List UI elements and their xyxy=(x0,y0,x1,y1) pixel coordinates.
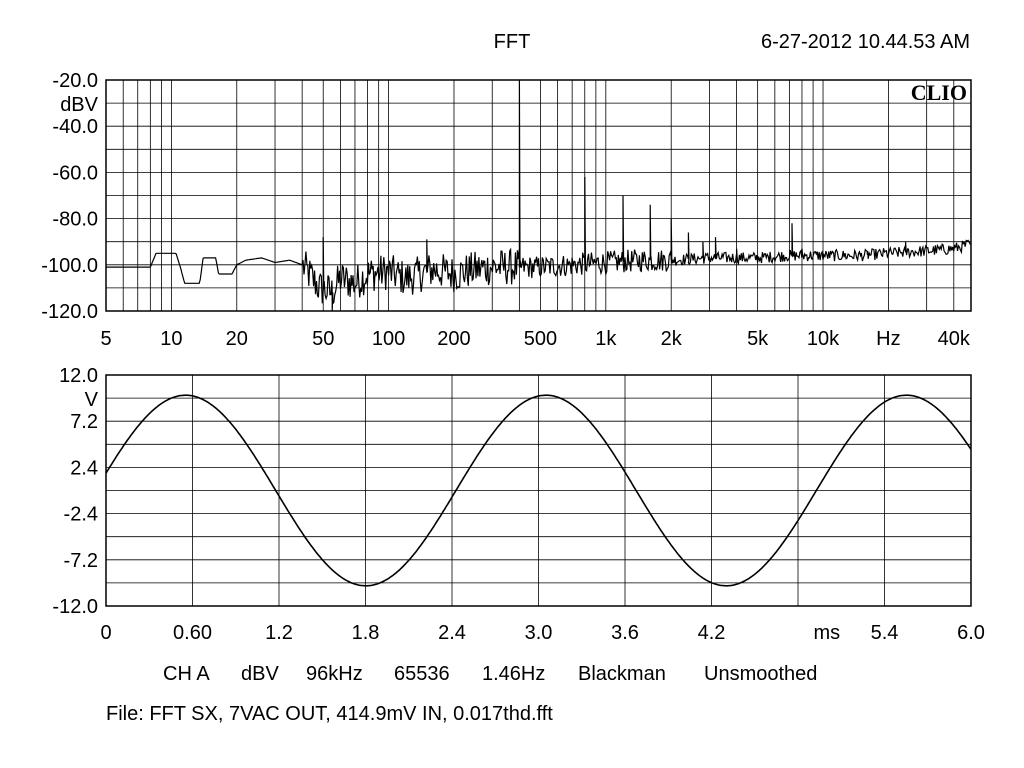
clio-logo: CLIO xyxy=(911,80,967,105)
waveform-x-tick-label: 1.2 xyxy=(265,622,293,644)
spectrum-frame xyxy=(105,79,972,312)
spectrum-y-tick-label: -20.0 xyxy=(52,70,98,92)
spectrum-y-ticks: -20.0 -40.0 -60.0 -80.0 -100.0 -120.0 xyxy=(41,70,98,323)
waveform-y-tick-label: 12.0 xyxy=(59,365,98,387)
waveform-frame xyxy=(105,374,972,607)
waveform-y-ticks: 12.0 7.2 2.4 -2.4 -7.2 -12.0 xyxy=(52,365,98,618)
waveform-y-tick-label: 2.4 xyxy=(70,457,98,479)
waveform-x-tick-label: 3.0 xyxy=(525,622,553,644)
spectrum-y-tick-label: -100.0 xyxy=(41,255,98,277)
spectrum-x-tick-label: 40k xyxy=(938,328,971,350)
spectrum-x-tick-label: 20 xyxy=(226,328,248,350)
waveform-y-tick-label: 7.2 xyxy=(70,411,98,433)
spectrum-x-tick-label: 500 xyxy=(524,328,557,350)
spectrum-series-line xyxy=(106,79,972,312)
spectrum-x-unit-label: Hz xyxy=(876,328,900,350)
spectrum-y-unit-label: dBV xyxy=(60,94,98,116)
spectrum-x-tick-label: 5k xyxy=(747,328,769,350)
setting-unit: dBV xyxy=(241,663,279,685)
timestamp: 6-27-2012 10.44.53 AM xyxy=(761,31,970,53)
chart-title: FFT xyxy=(494,31,531,53)
waveform-x-tick-label: 1.8 xyxy=(352,622,380,644)
spectrum-x-tick-label: 10 xyxy=(160,328,182,350)
waveform-grid xyxy=(106,375,971,606)
spectrum-y-tick-label: -60.0 xyxy=(52,162,98,184)
spectrum-x-tick-label: 5 xyxy=(100,328,111,350)
waveform-panel: 12.0 7.2 2.4 -2.4 -7.2 -12.0 0 0.60 1.2 1.8 2.4 3.… xyxy=(52,365,985,644)
waveform-x-tick-label: 4.2 xyxy=(698,622,726,644)
waveform-x-tick-label: 0.60 xyxy=(173,622,212,644)
spectrum-x-tick-label: 10k xyxy=(807,328,840,350)
waveform-x-tick-label: 5.4 xyxy=(871,622,899,644)
waveform-y-tick-label: -2.4 xyxy=(64,504,98,526)
spectrum-y-tick-label: -40.0 xyxy=(52,116,98,138)
setting-channel: CH A xyxy=(163,663,210,685)
waveform-series-line xyxy=(105,394,972,587)
spectrum-x-ticks: 5 10 20 50 100 200 500 1k 2k 5k 10k 40k Hz xyxy=(100,328,970,350)
waveform-x-tick-label: 3.6 xyxy=(611,622,639,644)
waveform-x-tick-label: 2.4 xyxy=(438,622,466,644)
waveform-y-tick-label: -12.0 xyxy=(52,596,98,618)
file-name: File: FFT SX, 7VAC OUT, 414.9mV IN, 0.01… xyxy=(106,703,553,725)
spectrum-panel: -20.0 -40.0 -60.0 -80.0 -100.0 -120.0 5 10 20 50… xyxy=(41,70,972,350)
waveform-x-tick-label: 6.0 xyxy=(957,622,985,644)
spectrum-x-tick-label: 1k xyxy=(595,328,617,350)
spectrum-y-tick-label: -80.0 xyxy=(52,209,98,231)
spectrum-x-tick-label: 100 xyxy=(372,328,405,350)
waveform-y-tick-label: -7.2 xyxy=(64,550,98,572)
setting-resolution: 1.46Hz xyxy=(482,663,545,685)
waveform-x-tick-label: 0 xyxy=(100,622,111,644)
waveform-y-unit-label: V xyxy=(85,389,99,411)
spectrum-trace xyxy=(106,79,972,312)
waveform-trace xyxy=(105,394,972,587)
waveform-x-unit-label: ms xyxy=(813,622,840,644)
spectrum-x-tick-label: 2k xyxy=(661,328,683,350)
setting-smoothing: Unsmoothed xyxy=(704,663,817,685)
spectrum-y-tick-label: -120.0 xyxy=(41,301,98,323)
measurement-settings: CH A dBV 96kHz 65536 1.46Hz Blackman Uns… xyxy=(163,663,817,685)
setting-fft-size: 65536 xyxy=(394,663,450,685)
waveform-x-ticks: 0 0.60 1.2 1.8 2.4 3.0 3.6 4.2 5.4 6.0 ms xyxy=(100,622,984,644)
spectrum-x-tick-label: 50 xyxy=(312,328,334,350)
spectrum-x-tick-label: 200 xyxy=(437,328,470,350)
setting-window: Blackman xyxy=(578,663,666,685)
setting-sample-rate: 96kHz xyxy=(306,663,363,685)
